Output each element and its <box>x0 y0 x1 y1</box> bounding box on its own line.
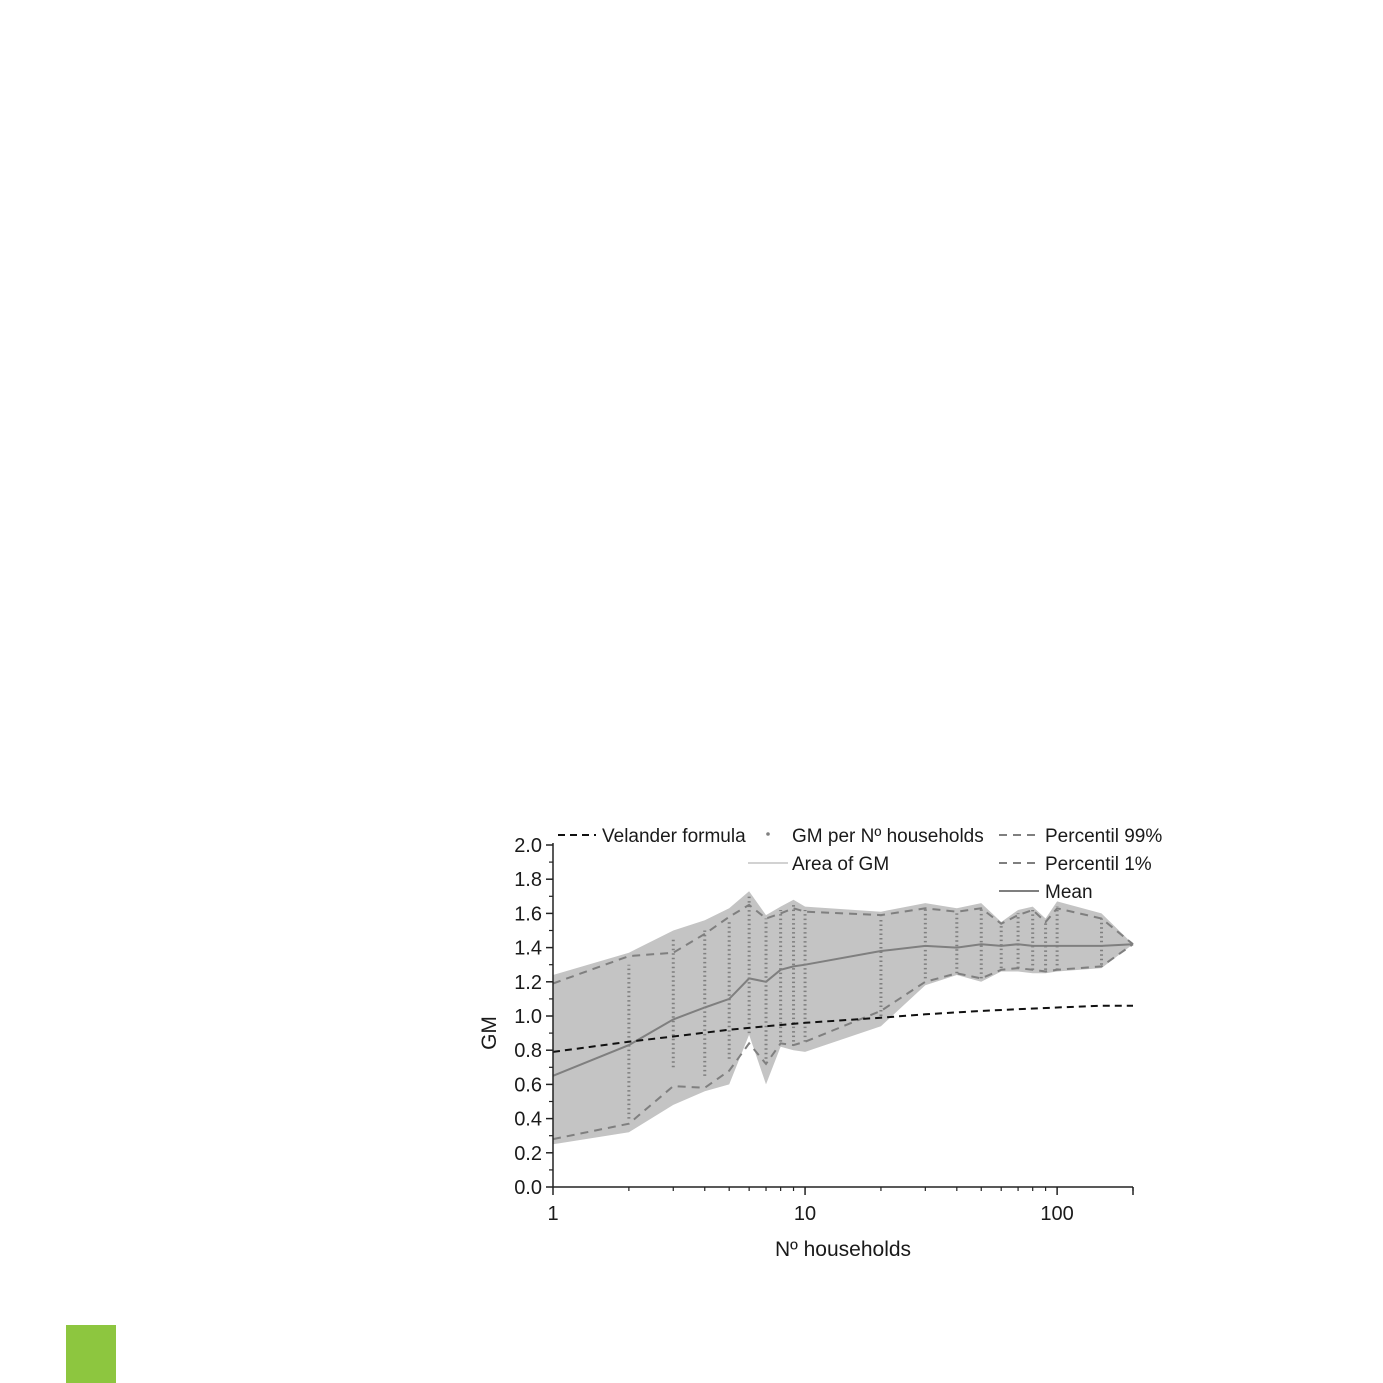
y-tick-label: 2.0 <box>514 835 542 857</box>
legend-label-p1: Percentil 1% <box>1045 854 1152 875</box>
y-axis-title: GM <box>478 1016 501 1050</box>
legend-item-mean: Mean <box>999 882 1093 903</box>
plot-area <box>552 891 1134 1145</box>
velander-line <box>552 1004 1133 1053</box>
legend-label-p99: Percentil 99% <box>1045 826 1162 847</box>
y-tick-label: 0.4 <box>514 1109 542 1131</box>
legend-item-p99: Percentil 99% <box>999 826 1162 847</box>
x-axis-title: Nº households <box>775 1238 911 1261</box>
y-tick-label: 1.0 <box>514 1006 542 1028</box>
legend-item-gm-dots: GM per Nº households <box>766 826 984 847</box>
percentile-1-line <box>552 943 1134 1141</box>
y-tick-label: 0.2 <box>514 1143 542 1165</box>
legend-label-gm-dots: GM per Nº households <box>792 826 984 847</box>
legend-item-area: Area of GM <box>748 854 889 875</box>
gm-dots-group <box>627 896 1104 1119</box>
legend-item-velander: Velander formula <box>558 826 746 847</box>
legend-label-velander: Velander formula <box>602 826 746 847</box>
y-tick-label: 1.4 <box>514 938 542 960</box>
green-accent-square <box>66 1325 116 1383</box>
legend-label-area: Area of GM <box>792 854 889 875</box>
mean-line <box>552 943 1134 1077</box>
y-axis: 0.0 0.2 0.4 0.6 0.8 1.0 1.2 1.4 1.6 1.8 2.0 <box>514 835 554 1199</box>
x-tick-label: 100 <box>1040 1203 1073 1225</box>
x-axis: 1 10 100 <box>547 1186 1134 1225</box>
legend: Velander formula GM per Nº households Pe… <box>558 826 1162 903</box>
percentile-99-line <box>552 903 1134 985</box>
y-tick-label: 1.6 <box>514 903 542 925</box>
y-tick-label: 0.8 <box>514 1040 542 1062</box>
x-tick-label: 10 <box>794 1203 816 1225</box>
x-tick-label: 1 <box>547 1203 558 1225</box>
y-tick-label: 0.6 <box>514 1074 542 1096</box>
legend-label-mean: Mean <box>1045 882 1093 903</box>
y-tick-label: 1.2 <box>514 972 542 994</box>
gm-area-band <box>553 891 1133 1145</box>
y-tick-label: 0.0 <box>514 1177 542 1199</box>
y-tick-label: 1.8 <box>514 869 542 891</box>
legend-swatch-gm-dots <box>766 832 770 836</box>
legend-item-p1: Percentil 1% <box>999 854 1152 875</box>
